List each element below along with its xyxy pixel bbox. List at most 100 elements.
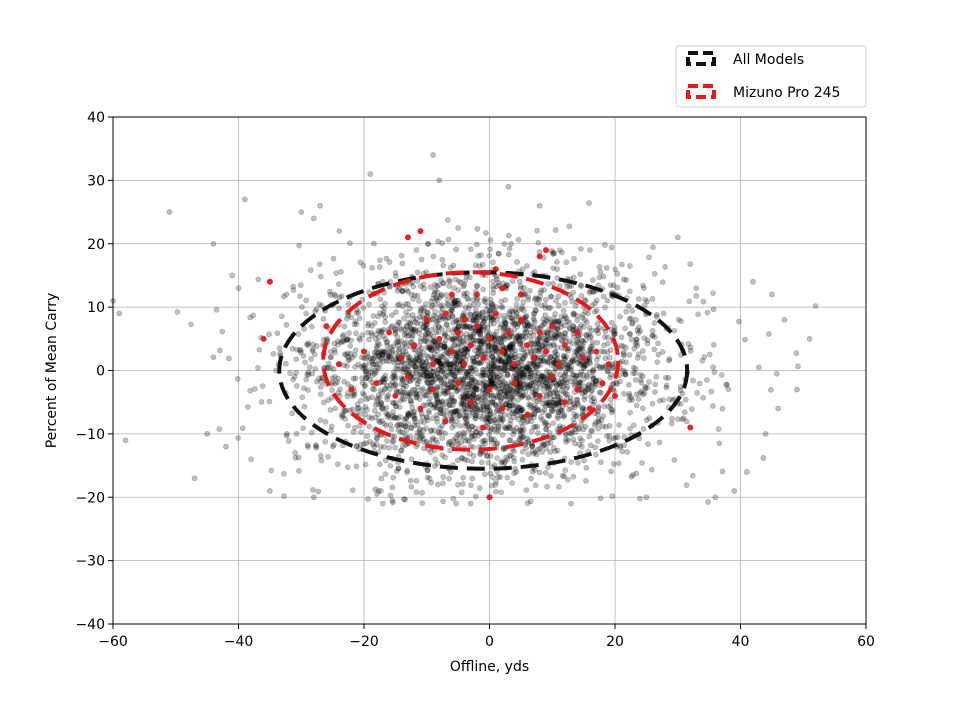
point-all-models: [406, 358, 413, 364]
point-all-models: [516, 278, 523, 285]
point-all-models: [543, 445, 550, 452]
point-all-models: [597, 268, 604, 275]
point-all-models: [494, 334, 500, 341]
point-mizuno: [687, 424, 694, 431]
point-all-models: [644, 340, 651, 347]
point-all-models: [467, 311, 474, 318]
point-mizuno: [361, 348, 367, 355]
point-all-models: [472, 262, 479, 268]
point-all-models: [519, 392, 525, 399]
point-all-models: [557, 395, 564, 402]
point-all-models: [383, 405, 390, 411]
point-mizuno: [612, 392, 618, 399]
point-all-models: [368, 415, 375, 422]
point-all-models: [379, 378, 386, 385]
point-all-models: [376, 461, 383, 468]
point-all-models: [648, 466, 655, 473]
point-all-models: [430, 338, 437, 344]
point-all-models: [376, 360, 383, 367]
point-all-models: [614, 284, 621, 291]
point-all-models: [534, 340, 540, 347]
point-all-models: [570, 473, 577, 480]
point-all-models: [482, 440, 488, 447]
point-all-models: [632, 316, 639, 323]
point-all-models: [316, 261, 323, 267]
point-all-models: [632, 376, 639, 383]
point-all-models: [375, 357, 382, 364]
point-all-models: [398, 375, 405, 381]
point-all-models: [408, 400, 415, 407]
point-all-models: [472, 317, 479, 324]
y-tick-label: 10: [87, 300, 105, 316]
point-all-models: [651, 334, 658, 340]
point-all-models: [405, 358, 412, 364]
point-all-models: [602, 241, 608, 248]
point-all-models: [507, 347, 513, 353]
point-all-models: [322, 418, 329, 425]
point-all-models: [317, 384, 324, 390]
point-all-models: [403, 344, 409, 351]
point-all-models: [493, 276, 500, 283]
point-all-models: [594, 339, 601, 346]
point-all-models: [564, 391, 570, 398]
point-all-models: [308, 429, 315, 436]
point-all-models: [479, 438, 486, 445]
point-all-models: [462, 323, 468, 330]
point-all-models: [577, 245, 584, 252]
point-all-models: [544, 440, 551, 447]
point-all-models: [487, 399, 494, 406]
point-all-models: [501, 316, 508, 323]
point-all-models: [520, 417, 526, 424]
point-all-models: [523, 314, 529, 320]
point-all-models: [812, 303, 819, 309]
point-all-models: [574, 336, 580, 343]
point-mizuno: [524, 342, 531, 349]
point-all-models: [324, 335, 331, 342]
point-all-models: [332, 405, 339, 412]
point-all-models: [344, 393, 351, 400]
point-all-models: [458, 439, 464, 446]
point-all-models: [241, 196, 248, 203]
point-all-models: [524, 435, 530, 442]
point-all-models: [519, 406, 526, 413]
point-all-models: [405, 412, 412, 418]
point-all-models: [489, 398, 496, 405]
point-all-models: [532, 405, 539, 411]
point-all-models: [391, 433, 398, 440]
point-all-models: [389, 412, 396, 419]
point-all-models: [345, 381, 351, 388]
point-all-models: [693, 285, 700, 292]
point-all-models: [556, 483, 562, 490]
point-all-models: [618, 342, 625, 349]
point-all-models: [528, 475, 534, 482]
point-all-models: [453, 246, 459, 253]
point-all-models: [339, 414, 345, 420]
point-all-models: [592, 300, 598, 307]
point-all-models: [626, 315, 633, 322]
point-all-models: [494, 374, 501, 381]
point-all-models: [500, 445, 507, 452]
point-all-models: [435, 366, 442, 373]
point-all-models: [412, 364, 419, 371]
point-all-models: [442, 430, 449, 437]
point-all-models: [614, 434, 621, 441]
point-all-models: [468, 482, 474, 489]
point-all-models: [458, 347, 465, 354]
point-all-models: [526, 401, 532, 408]
point-all-models: [736, 318, 742, 325]
point-mizuno: [574, 329, 581, 336]
point-all-models: [438, 353, 445, 360]
point-all-models: [376, 394, 383, 401]
point-all-models: [424, 240, 431, 247]
point-all-models: [592, 451, 599, 458]
point-all-models: [451, 361, 457, 367]
point-all-models: [293, 369, 300, 376]
point-all-models: [517, 427, 523, 434]
point-all-models: [626, 330, 633, 337]
point-all-models: [234, 375, 241, 382]
point-all-models: [304, 387, 311, 393]
point-all-models: [480, 407, 487, 413]
point-all-models: [492, 335, 499, 342]
point-all-models: [543, 393, 550, 400]
point-all-models: [330, 366, 337, 373]
